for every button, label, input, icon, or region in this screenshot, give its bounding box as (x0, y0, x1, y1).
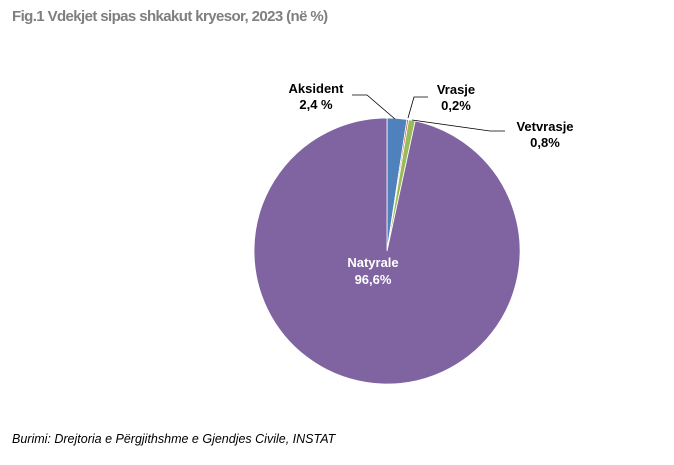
label-natyrale-value: 96,6% (355, 272, 392, 287)
source-note: Burimi: Drejtoria e Përgjithshme e Gjend… (12, 432, 336, 446)
pie-slice-natyrale (253, 117, 521, 385)
label-vrasje-value: 0,2% (441, 98, 471, 113)
leader-line-aksident (352, 94, 396, 120)
chart-title: Fig.1 Vdekjet sipas shkakut kryesor, 202… (12, 8, 328, 25)
data-labels: Aksident 2,4 % Vrasje 0,2% Vetvrasje 0,8… (289, 81, 574, 287)
label-natyrale-name: Natyrale (347, 255, 398, 270)
leader-line-vetvrasje (411, 119, 505, 132)
pie-slices (253, 117, 521, 385)
label-aksident-name: Aksident (289, 81, 345, 96)
leader-line-vrasje (407, 96, 428, 119)
leader-lines (352, 94, 505, 132)
label-vetvrasje-value: 0,8% (530, 135, 560, 150)
label-vrasje-name: Vrasje (437, 82, 475, 97)
label-vetvrasje-name: Vetvrasje (516, 119, 573, 134)
label-aksident-value: 2,4 % (299, 97, 333, 112)
